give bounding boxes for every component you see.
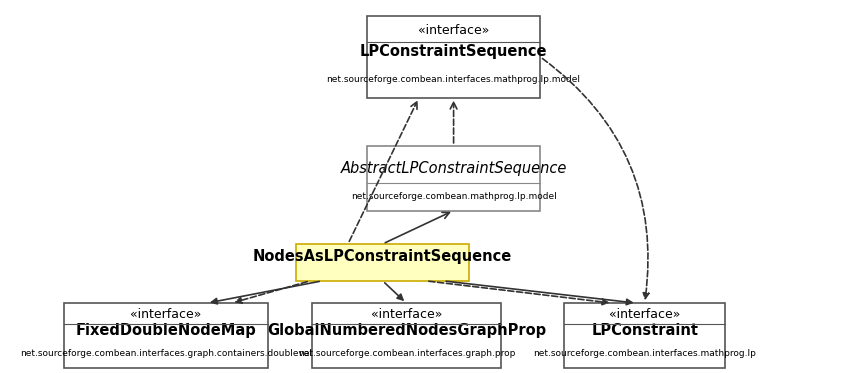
FancyBboxPatch shape xyxy=(63,303,268,368)
Text: «interface»: «interface» xyxy=(418,24,489,37)
Text: FixedDoubleNodeMap: FixedDoubleNodeMap xyxy=(76,323,256,338)
Text: net.sourceforge.combean.interfaces.graph.prop: net.sourceforge.combean.interfaces.graph… xyxy=(297,349,514,358)
Text: «interface»: «interface» xyxy=(130,308,202,321)
Text: LPConstraint: LPConstraint xyxy=(591,323,697,338)
FancyBboxPatch shape xyxy=(366,16,539,98)
Text: «interface»: «interface» xyxy=(609,308,679,321)
Text: net.sourceforge.combean.interfaces.graph.containers.doubleval: net.sourceforge.combean.interfaces.graph… xyxy=(20,349,311,358)
Text: net.sourceforge.combean.interfaces.mathprog.lp.model: net.sourceforge.combean.interfaces.mathp… xyxy=(327,75,580,84)
Text: net.sourceforge.combean.interfaces.mathprog.lp: net.sourceforge.combean.interfaces.mathp… xyxy=(533,349,755,358)
FancyBboxPatch shape xyxy=(311,303,500,368)
Text: net.sourceforge.combean.mathprog.lp.model: net.sourceforge.combean.mathprog.lp.mode… xyxy=(350,192,556,201)
FancyBboxPatch shape xyxy=(563,303,724,368)
Text: «interface»: «interface» xyxy=(371,308,441,321)
Text: LPConstraintSequence: LPConstraintSequence xyxy=(360,44,547,59)
Text: AbstractLPConstraintSequence: AbstractLPConstraintSequence xyxy=(340,161,566,176)
Text: GlobalNumberedNodesGraphProp: GlobalNumberedNodesGraphProp xyxy=(267,323,545,338)
FancyBboxPatch shape xyxy=(295,244,468,281)
FancyBboxPatch shape xyxy=(366,146,539,211)
Text: NodesAsLPConstraintSequence: NodesAsLPConstraintSequence xyxy=(252,249,511,264)
